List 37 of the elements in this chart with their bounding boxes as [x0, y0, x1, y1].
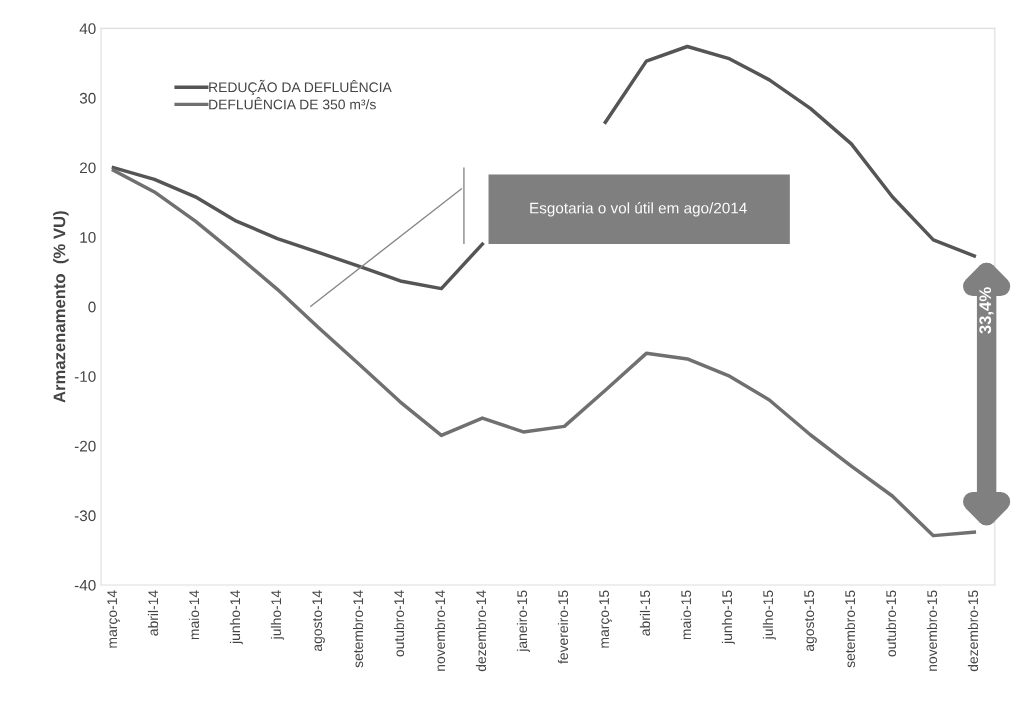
x-tick-label: novembro-14 [434, 590, 446, 671]
line-series [111, 168, 977, 538]
x-tick-label: novembro-15 [926, 590, 938, 671]
x-tick-label: dezembro-15 [967, 590, 979, 672]
x-tick-label: dezembro-14 [475, 590, 487, 672]
legend-label: REDUÇÃO DA DEFLUÊNCIA [209, 79, 392, 95]
annotation: 33,4% [979, 287, 994, 334]
y-tick-label: 0 [88, 301, 96, 313]
x-tick-label: agosto-15 [804, 590, 817, 652]
x-tick-label: março-14 [107, 590, 120, 648]
x-tick-label: outubro-15 [885, 590, 897, 657]
x-tick-label: julho-15 [762, 590, 776, 640]
x-tick-label: fevereiro-15 [557, 590, 569, 664]
x-tick-label: junho-15 [721, 590, 735, 645]
y-tick-label: -40 [74, 579, 96, 591]
x-tick-label: setembro-15 [844, 590, 856, 668]
y-tick-label: 30 [79, 92, 96, 104]
y-tick-label: -10 [74, 371, 96, 382]
x-tick-label: abril-14 [147, 590, 159, 636]
y-axis-title: Armazenamento (% VU) [53, 211, 69, 403]
y-tick-label: 20 [80, 162, 96, 174]
x-tick-label: setembro-14 [352, 590, 364, 668]
x-tick-label: outubro-14 [393, 590, 405, 657]
x-tick-label: março-15 [599, 590, 612, 648]
x-tick-label: agosto-14 [312, 590, 325, 652]
legend-label: DEFLUÊNCIA DE 350 m³/s [209, 97, 376, 110]
x-tick-label: janeiro-15 [516, 590, 530, 652]
y-tick-label: -30 [74, 510, 96, 522]
y-tick-label: 10 [80, 232, 96, 243]
y-tick-label: 40 [79, 23, 96, 35]
annotation: Esgotaria o vol útil em ago/2014 [530, 202, 747, 217]
x-tick-label: abril-15 [639, 590, 651, 636]
x-tick-label: junho-14 [229, 590, 243, 645]
y-tick-label: -20 [74, 440, 96, 452]
x-tick-label: julho-14 [270, 590, 284, 640]
x-tick-label: maio-14 [188, 590, 200, 640]
x-tick-label: maio-15 [680, 590, 692, 640]
